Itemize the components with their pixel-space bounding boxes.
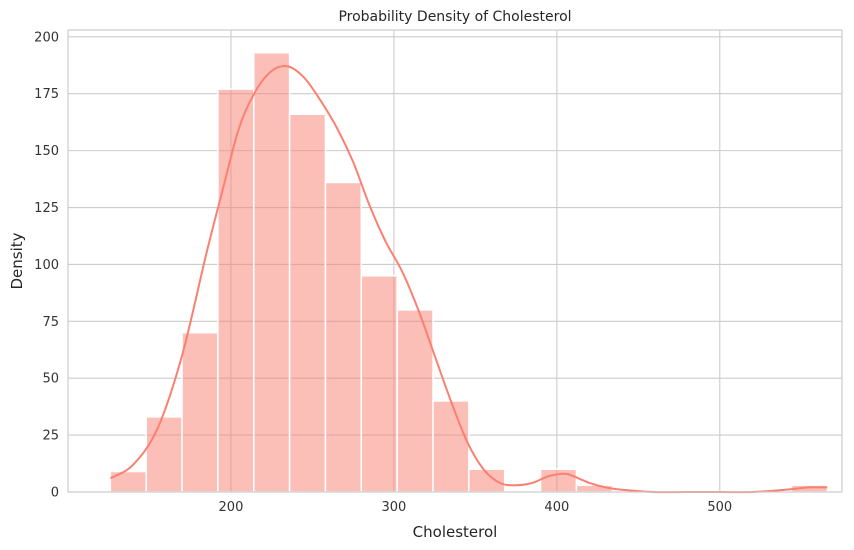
bars-layer (109, 52, 829, 493)
histogram-bar (109, 470, 147, 493)
y-tick-label: 150 (34, 144, 59, 159)
x-tick-label: 400 (544, 500, 569, 515)
y-tick-label: 75 (42, 315, 59, 330)
histogram-bar (539, 468, 578, 493)
y-tick-label: 50 (42, 372, 59, 387)
y-tick-label: 100 (34, 258, 59, 273)
plot-frame (67, 29, 843, 493)
x-tick-label: 300 (381, 500, 406, 515)
x-tick-label: 200 (219, 500, 244, 515)
histogram-bar (217, 88, 255, 493)
y-tick-label: 25 (42, 429, 59, 444)
y-tick-label: 125 (34, 201, 59, 216)
y-tick-label: 175 (34, 87, 59, 102)
histogram-bar (432, 400, 470, 493)
x-tick-label: 500 (707, 500, 732, 515)
chart-title: Probability Density of Cholesterol (338, 9, 571, 25)
histogram-bar (181, 331, 219, 493)
ticks-layer: 0 25 50 75 100 125 150 175 200 200 300 400 500 (34, 30, 732, 515)
histogram-bar (145, 416, 183, 493)
histogram-bar (288, 113, 327, 493)
x-axis-title: Cholesterol (413, 523, 498, 541)
y-axis-title: Density (8, 232, 26, 289)
y-tick-label: 0 (51, 486, 59, 501)
histogram-bar (253, 52, 291, 493)
y-tick-label: 200 (34, 30, 59, 45)
histogram-bar (360, 275, 398, 493)
histogram-bar (324, 181, 363, 493)
